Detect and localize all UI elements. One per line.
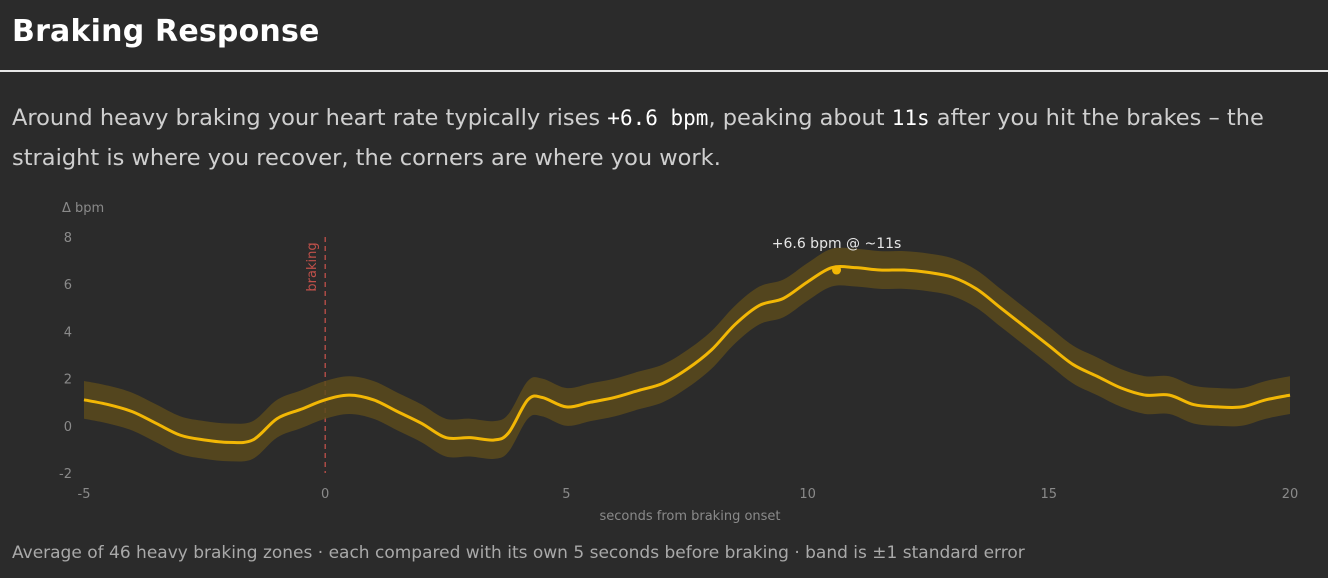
- error-band: [84, 247, 1290, 462]
- x-tick-label: -5: [78, 487, 91, 502]
- series-line: [83, 265, 1291, 445]
- page-title: Braking Response: [12, 14, 320, 49]
- y-tick-label: 4: [64, 325, 72, 340]
- rise-value: +6.6 bpm: [607, 106, 709, 130]
- x-tick-label: 5: [562, 487, 570, 502]
- peak-label: +6.6 bpm @ ~11s: [772, 236, 902, 252]
- y-tick-label: 0: [64, 420, 72, 435]
- x-tick-label: 20: [1282, 487, 1299, 502]
- x-axis-label: seconds from braking onset: [599, 509, 780, 524]
- peak-point: [832, 265, 842, 275]
- braking-marker-label: braking: [305, 242, 320, 291]
- y-tick-label: 6: [64, 278, 72, 293]
- y-tick-label: 2: [64, 373, 72, 388]
- header: Braking Response: [0, 0, 1328, 72]
- footnote: Average of 46 heavy braking zones · each…: [12, 543, 1025, 563]
- summary-text: Around heavy braking your heart rate typ…: [12, 98, 1312, 178]
- x-tick-label: 15: [1041, 487, 1058, 502]
- y-axis-label: Δ bpm: [62, 201, 104, 216]
- x-tick-label: 0: [321, 487, 329, 502]
- summary-part-2: , peaking about: [708, 105, 892, 131]
- y-tick-label: 8: [64, 231, 72, 246]
- y-tick-label: -2: [59, 467, 72, 482]
- peak-time: 11s: [891, 106, 930, 130]
- summary-part-3: after you hit the brakes – the straight …: [12, 105, 1264, 171]
- chart: Δ bpm 8 6 4 2 0 -2 -5 0 5 10 15 20 seconds from braki…: [0, 188, 1328, 538]
- x-tick-label: 10: [799, 487, 816, 502]
- summary-part-1: Around heavy braking your heart rate typ…: [12, 105, 608, 131]
